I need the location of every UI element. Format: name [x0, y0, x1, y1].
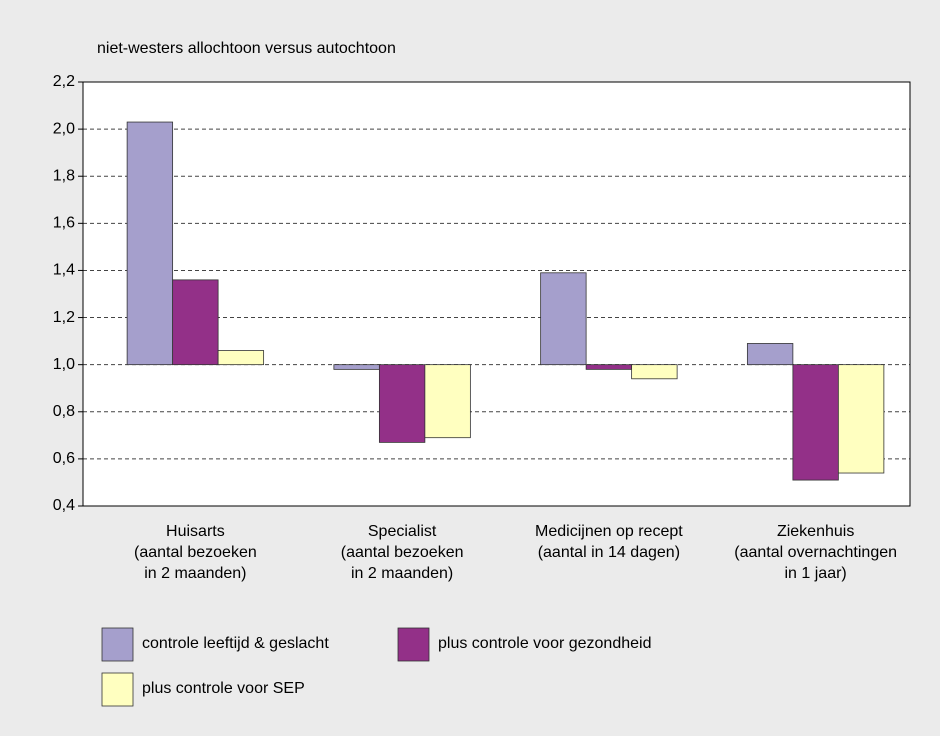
y-tick-label: 2,2 — [53, 73, 75, 90]
y-tick-label: 2,0 — [53, 120, 75, 137]
bar — [746, 343, 794, 366]
legend-swatch — [101, 672, 134, 707]
y-tick-label: 1,0 — [53, 356, 75, 373]
y-tick-label: 1,4 — [53, 262, 75, 279]
bar — [378, 364, 426, 443]
bar — [837, 364, 885, 474]
bar — [217, 350, 265, 366]
bar — [792, 364, 839, 481]
x-tick-label: Huisarts (aantal bezoeken in 2 maanden) — [134, 523, 257, 582]
legend-label: plus controle voor SEP — [142, 680, 305, 697]
x-tick-label: Specialist (aantal bezoeken in 2 maanden) — [341, 523, 464, 582]
x-tick-label: Ziekenhuis (aantal overnachtingen in 1 jaa… — [734, 523, 897, 582]
y-tick-label: 1,8 — [53, 167, 75, 184]
plot-border — [82, 81, 911, 507]
bar — [126, 121, 174, 366]
legend-label: controle leeftijd & geslacht — [142, 635, 329, 652]
bar — [631, 364, 678, 380]
legend-label: plus controle voor gezondheid — [438, 635, 651, 652]
bar — [585, 364, 633, 370]
bar — [333, 364, 380, 370]
y-tick-label: 0,8 — [53, 403, 75, 420]
x-tick-label: Medicijnen op recept (aantal in 14 dagen) — [535, 523, 683, 561]
y-tick-label: 0,6 — [53, 450, 75, 467]
y-tick-label: 0,4 — [53, 497, 75, 514]
y-tick-label: 1,6 — [53, 215, 75, 232]
plot-area — [83, 82, 910, 506]
bar — [424, 364, 471, 439]
legend-swatch — [397, 627, 430, 662]
legend-swatch — [101, 627, 134, 662]
bar — [172, 279, 219, 366]
y-axis-label: niet-westers allochtoon versus autochtoo… — [97, 40, 396, 57]
bar — [540, 272, 587, 366]
y-tick-label: 1,2 — [53, 309, 75, 326]
